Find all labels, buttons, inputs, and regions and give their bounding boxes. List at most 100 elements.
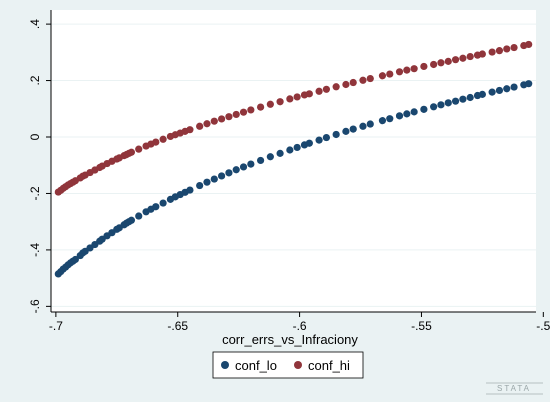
data-point-conf_hi [478,50,486,58]
data-point-conf_hi [342,80,350,89]
data-point-conf_hi [403,66,411,74]
data-point-conf_lo [495,86,504,95]
data-point-conf_hi [437,59,445,67]
data-point-conf_hi [127,148,136,156]
data-point-conf_hi [293,93,301,101]
y-tick-label: -.6 [28,299,42,313]
legend-swatch-conf-hi [294,361,302,369]
data-point-conf_hi [256,103,265,111]
data-point-conf_lo [466,93,474,102]
data-point-conf_hi [152,138,160,146]
data-point-conf_hi [488,48,496,56]
data-point-conf_hi [444,57,452,65]
data-point-conf_hi [218,115,226,123]
x-tick-label: -.7 [49,319,63,333]
data-point-conf_hi [378,72,387,80]
data-point-conf_lo [159,199,167,207]
data-point-conf_hi [430,60,438,69]
x-tick-label: -.65 [167,319,188,333]
data-point-conf_lo [437,101,445,109]
data-point-conf_lo [349,125,357,133]
data-point-conf_lo [256,156,265,165]
series-conf_hi [54,40,533,196]
data-point-conf_hi [276,98,284,106]
data-point-conf_hi [359,76,367,84]
data-point-conf_hi [247,106,255,114]
gridlines [51,23,536,307]
data-point-conf_lo [366,120,374,128]
data-point-conf_hi [225,113,233,121]
data-point-conf_lo [239,163,248,171]
data-point-conf_lo [305,139,313,147]
data-point-conf_hi [232,110,240,119]
data-point-conf_lo [203,178,211,186]
x-tick-label: -.55 [411,319,432,333]
data-point-conf_lo [186,186,194,194]
data-point-conf_hi [239,108,248,116]
data-point-conf_hi [503,45,511,53]
data-point-conf_hi [495,47,504,55]
data-point-conf_hi [210,117,218,125]
data-point-conf_lo [503,85,511,93]
y-tick-label: -.2 [28,186,42,200]
data-point-conf_hi [395,68,404,76]
data-point-conf_hi [386,70,394,78]
data-point-conf_lo [322,133,331,142]
data-point-conf_lo [510,83,518,91]
y-tick-label: -.4 [28,243,42,257]
y-tick-label: .2 [28,75,42,85]
data-point-conf_lo [359,122,367,130]
data-point-conf_lo [488,88,496,96]
data-point-conf_lo [135,212,143,220]
data-point-conf_lo [315,136,323,144]
data-point-conf_hi [510,43,518,52]
stata-logo: STATA [486,382,543,395]
data-point-conf_hi [420,62,428,71]
data-point-conf_lo [478,90,486,98]
data-point-conf_hi [322,85,331,93]
data-point-conf_lo [232,166,240,174]
logo-text: STATA [497,384,531,393]
data-point-conf_hi [459,54,467,62]
data-point-conf_hi [266,100,274,108]
data-point-conf_lo [430,103,438,111]
data-point-conf_hi [466,52,474,61]
data-point-conf_lo [127,216,136,224]
data-point-conf_hi [451,56,460,64]
data-point-conf_hi [305,90,313,98]
x-axis-ticks: -.7 -.65 -.6 -.55 -.5 [49,312,550,333]
data-point-conf_lo [218,172,226,180]
y-axis-ticks: -.6 -.4 -.2 0 .2 .4 [28,19,51,313]
axes [50,10,536,313]
legend-swatch-conf-lo [221,361,229,369]
data-point-conf_lo [247,160,255,168]
data-point-conf_lo [386,115,394,123]
data-point-conf_lo [266,153,274,161]
x-tick-label: -.5 [536,319,550,333]
data-point-conf_lo [410,108,418,116]
data-point-conf_hi [315,87,323,95]
data-point-conf_lo [459,95,467,103]
data-point-conf_hi [366,74,374,83]
data-point-conf_lo [152,203,160,211]
y-tick-label: .4 [28,19,42,29]
data-point-conf_lo [225,169,233,177]
data-point-conf_lo [332,130,340,139]
legend-box [212,351,364,379]
data-point-conf_hi [186,126,194,134]
data-point-conf_lo [196,181,204,190]
data-point-conf_lo [420,105,428,113]
data-point-conf_hi [159,135,167,143]
x-tick-label: -.6 [293,319,307,333]
data-point-conf_hi [203,120,211,128]
data-point-conf_hi [349,78,357,87]
data-point-conf_lo [444,99,452,107]
data-point-conf_lo [210,175,218,183]
data-point-conf_lo [403,110,411,118]
data-point-conf_lo [293,143,301,152]
data-point-conf_lo [378,117,387,125]
data-point-conf_lo [276,149,284,157]
x-axis-title: corr_errs_vs_Infraciony [222,332,358,347]
